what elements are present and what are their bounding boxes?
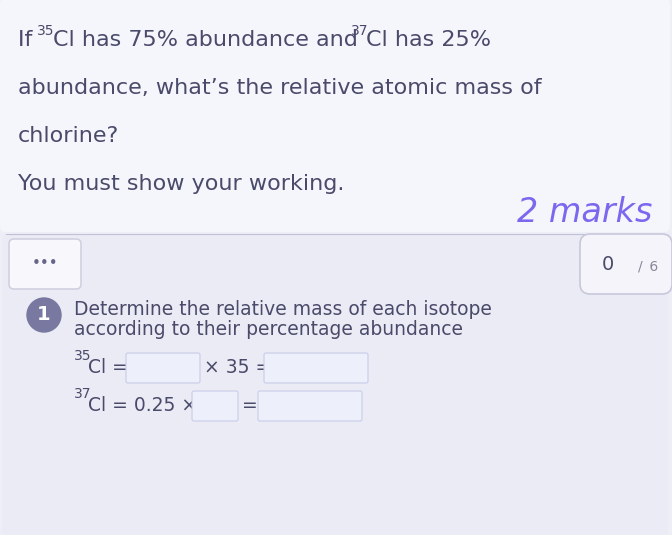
FancyBboxPatch shape [264,353,368,383]
Text: 35: 35 [37,24,54,38]
FancyBboxPatch shape [0,0,670,232]
Text: 37: 37 [74,387,91,401]
Text: abundance, what’s the relative atomic mass of: abundance, what’s the relative atomic ma… [18,78,542,98]
Text: You must show your working.: You must show your working. [18,174,344,194]
Text: If: If [18,30,40,50]
Text: 35: 35 [74,349,91,363]
FancyBboxPatch shape [126,353,200,383]
Text: according to their percentage abundance: according to their percentage abundance [74,320,463,339]
Text: Cl =: Cl = [88,358,128,377]
Text: chlorine?: chlorine? [18,126,119,146]
Text: Cl has 75% abundance and: Cl has 75% abundance and [53,30,365,50]
FancyBboxPatch shape [580,234,672,294]
Text: =: = [242,396,258,415]
Circle shape [27,298,61,332]
Text: Determine the relative mass of each isotope: Determine the relative mass of each isot… [74,300,492,319]
Text: Cl = 0.25 ×: Cl = 0.25 × [88,396,197,415]
FancyBboxPatch shape [9,239,81,289]
Text: 2 marks: 2 marks [517,196,652,229]
FancyBboxPatch shape [192,391,238,421]
Text: Cl has 25%: Cl has 25% [366,30,491,50]
Text: /  6: / 6 [638,259,659,273]
Text: × 35 =: × 35 = [204,358,271,377]
Text: 0: 0 [602,255,614,273]
FancyBboxPatch shape [2,234,668,535]
FancyBboxPatch shape [258,391,362,421]
Text: •••: ••• [32,256,58,271]
Text: 37: 37 [351,24,368,38]
Text: 1: 1 [37,305,51,325]
